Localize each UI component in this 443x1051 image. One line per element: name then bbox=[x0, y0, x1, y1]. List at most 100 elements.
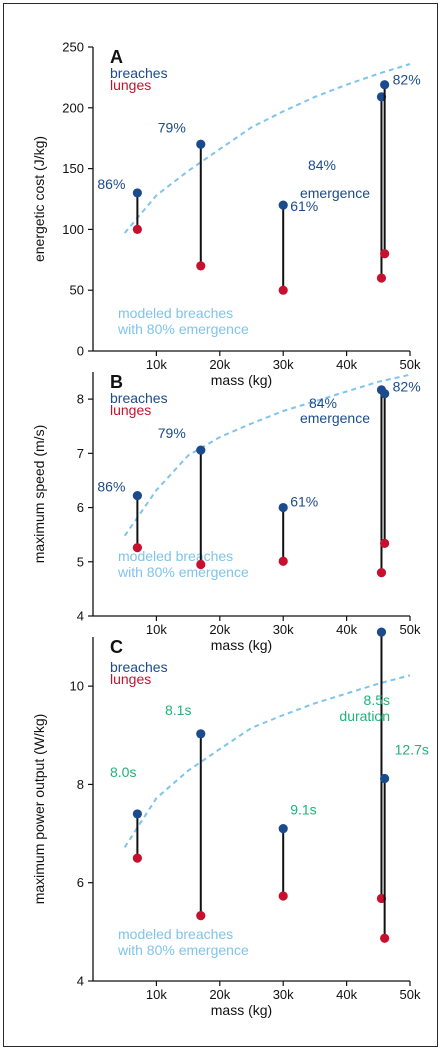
point-label: 12.7s bbox=[395, 742, 429, 758]
model-curve-line bbox=[123, 674, 411, 848]
point-label: 86% bbox=[97, 479, 125, 495]
x-axis-label: mass (kg) bbox=[211, 1002, 272, 1018]
point-label: 8.1s bbox=[165, 702, 191, 718]
lunge-point bbox=[278, 556, 288, 566]
panel-letter: C bbox=[110, 637, 123, 657]
point-label: 8.5s bbox=[364, 692, 390, 708]
point-label: 9.1s bbox=[290, 802, 316, 818]
x-tick-label: 40k bbox=[336, 622, 357, 637]
breach-point bbox=[380, 80, 390, 90]
lunge-point bbox=[376, 273, 387, 283]
y-tick-label: 8 bbox=[77, 777, 84, 792]
model-label-line: modeled breaches bbox=[118, 305, 233, 321]
x-tick-label: 10k bbox=[146, 987, 167, 1002]
model-label-line: with 80% emergence bbox=[117, 564, 249, 580]
x-tick-label: 20k bbox=[209, 987, 230, 1002]
breach-point bbox=[196, 139, 206, 149]
x-tick-label: 10k bbox=[146, 357, 167, 372]
x-tick-label: 10k bbox=[146, 622, 167, 637]
lunge-point bbox=[380, 933, 390, 943]
breach-point bbox=[132, 491, 142, 501]
x-tick-label: 30k bbox=[273, 622, 294, 637]
legend-lunges: lunges bbox=[110, 671, 151, 687]
annotation-label: duration bbox=[339, 708, 390, 724]
point-label: 79% bbox=[158, 425, 186, 441]
x-tick-label: 50k bbox=[400, 987, 421, 1002]
y-axis-label: energetic cost (J/kg) bbox=[31, 136, 47, 262]
point-label: 82% bbox=[393, 72, 421, 88]
breach-point bbox=[376, 627, 387, 637]
model-label-line: with 80% emergence bbox=[117, 942, 249, 958]
y-tick-label: 200 bbox=[62, 100, 84, 115]
y-tick-label: 150 bbox=[62, 161, 84, 176]
model-label-line: modeled breaches bbox=[118, 926, 233, 942]
lunge-point bbox=[380, 538, 390, 548]
x-axis-label: mass (kg) bbox=[211, 372, 272, 388]
lunge-point bbox=[132, 224, 142, 234]
lunge-point bbox=[380, 249, 390, 259]
breach-point bbox=[132, 188, 142, 198]
legend-breaches: breaches bbox=[110, 390, 168, 406]
panel-letter: B bbox=[110, 372, 123, 392]
panel-letter: A bbox=[110, 47, 123, 67]
breach-point bbox=[380, 389, 390, 399]
lunge-point bbox=[376, 568, 387, 578]
legend-lunges: lunges bbox=[110, 402, 151, 418]
y-tick-label: 4 bbox=[77, 609, 84, 624]
x-axis-label: mass (kg) bbox=[211, 637, 272, 653]
model-label-line: with 80% emergence bbox=[117, 321, 249, 337]
y-axis-label: maximum power output (W/kg) bbox=[31, 714, 47, 905]
x-tick-label: 40k bbox=[336, 987, 357, 1002]
y-tick-label: 100 bbox=[62, 222, 84, 237]
breach-point bbox=[278, 502, 288, 513]
lunge-point bbox=[278, 285, 288, 295]
breach-point bbox=[278, 200, 288, 210]
annotation-label: emergence bbox=[300, 410, 370, 426]
lunge-point bbox=[196, 559, 206, 570]
figure-frame bbox=[3, 3, 438, 1047]
legend-breaches: breaches bbox=[110, 65, 168, 81]
point-label: 84% bbox=[308, 157, 336, 173]
breach-point bbox=[196, 729, 206, 739]
x-tick-label: 50k bbox=[400, 622, 421, 637]
y-tick-label: 10 bbox=[70, 679, 84, 694]
lunge-point bbox=[196, 261, 206, 271]
x-tick-label: 40k bbox=[336, 357, 357, 372]
y-tick-label: 0 bbox=[77, 344, 84, 359]
y-tick-label: 50 bbox=[70, 283, 84, 298]
point-label: 61% bbox=[290, 198, 318, 214]
y-tick-label: 6 bbox=[77, 875, 84, 890]
lunge-point bbox=[278, 891, 288, 901]
y-tick-label: 6 bbox=[77, 500, 84, 515]
y-tick-label: 250 bbox=[62, 40, 84, 55]
y-tick-label: 4 bbox=[77, 974, 84, 989]
panel-A: 0 50 100 150 200 250 10k 20k 30k 40k 50k mass (kg) e… bbox=[31, 40, 421, 389]
lunge-point bbox=[132, 543, 142, 553]
model-label-line: modeled breaches bbox=[118, 548, 233, 564]
x-tick-label: 30k bbox=[273, 987, 294, 1002]
point-label: 8.0s bbox=[110, 764, 136, 780]
legend-lunges: lunges bbox=[110, 77, 151, 93]
breach-point bbox=[132, 809, 142, 819]
x-tick-label: 20k bbox=[209, 357, 230, 372]
model-curve-line bbox=[123, 63, 411, 234]
breach-point bbox=[196, 445, 206, 455]
y-axis-label: maximum speed (m/s) bbox=[31, 425, 47, 563]
breach-point bbox=[278, 824, 288, 834]
y-tick-label: 7 bbox=[77, 446, 84, 461]
point-label: 82% bbox=[393, 379, 421, 395]
panel-B: 4 5 6 7 8 10k 20k 30k 40k 50k mass (kg) maximum spe… bbox=[31, 372, 421, 653]
point-label: 84% bbox=[309, 395, 337, 411]
y-tick-label: 8 bbox=[77, 392, 84, 407]
annotation-label: emergence bbox=[300, 185, 370, 201]
point-label: 79% bbox=[158, 119, 186, 135]
model-curve-line bbox=[123, 373, 411, 537]
breach-point bbox=[380, 773, 390, 784]
panel-C: 4 6 8 10 10k 20k 30k 40k 50k mass (kg) maximum pow… bbox=[31, 627, 429, 1018]
point-label: 61% bbox=[290, 494, 318, 510]
x-tick-label: 30k bbox=[273, 357, 294, 372]
lunge-point bbox=[132, 853, 142, 863]
lunge-point bbox=[196, 911, 206, 921]
y-tick-label: 5 bbox=[77, 554, 84, 569]
x-tick-label: 50k bbox=[400, 357, 421, 372]
